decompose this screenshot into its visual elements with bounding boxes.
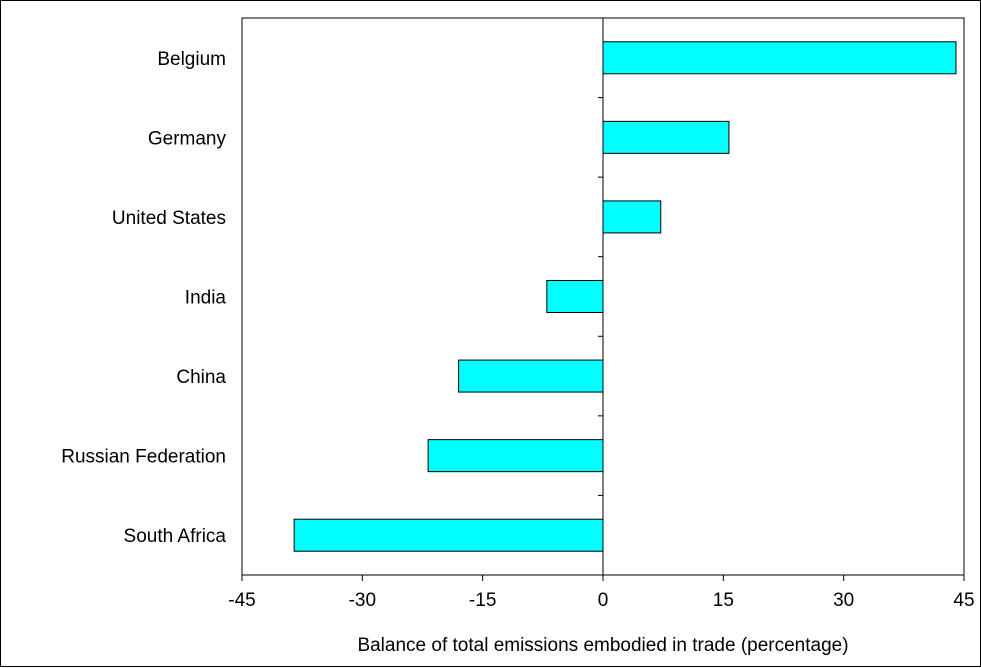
category-label: India xyxy=(185,288,227,309)
x-tick-label: 15 xyxy=(713,590,734,611)
bar-germany xyxy=(602,120,730,154)
x-tick-label: -45 xyxy=(228,590,255,611)
zero-axis-layer xyxy=(598,18,604,575)
category-label: South Africa xyxy=(124,526,227,547)
bar-russian-federation xyxy=(427,439,604,473)
x-tick-label: -15 xyxy=(469,590,496,611)
category-label: United States xyxy=(112,208,226,229)
bar-south-africa xyxy=(293,518,604,552)
x-tick-label: 45 xyxy=(953,590,974,611)
x-axis: -45 -30 -15 0 15 30 45 xyxy=(228,575,975,611)
x-tick-label: 30 xyxy=(833,590,854,611)
x-tick-label: -30 xyxy=(349,590,376,611)
x-axis-title: Balance of total emissions embodied in t… xyxy=(357,635,848,656)
category-label: Belgium xyxy=(157,49,226,70)
bars-layer xyxy=(293,41,957,552)
x-tick-label: 0 xyxy=(598,590,609,611)
bar-india xyxy=(546,280,604,313)
category-label: Germany xyxy=(148,128,227,149)
bar-china xyxy=(458,359,604,393)
bar-united-states xyxy=(602,200,662,234)
category-labels: Belgium Germany United States India China Rus… xyxy=(61,49,226,547)
bar-belgium xyxy=(602,41,957,75)
category-label: Russian Federation xyxy=(61,447,226,468)
category-label: China xyxy=(176,367,226,388)
